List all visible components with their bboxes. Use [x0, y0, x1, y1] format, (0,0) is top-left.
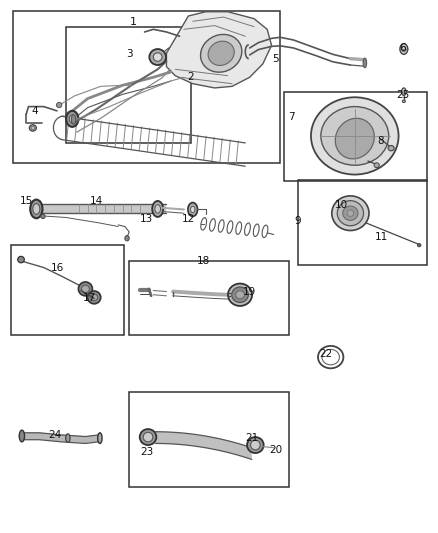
Ellipse shape — [236, 290, 244, 298]
Text: 17: 17 — [83, 294, 96, 303]
Text: 5: 5 — [272, 54, 279, 63]
Ellipse shape — [69, 115, 75, 123]
Text: 25: 25 — [396, 90, 410, 100]
Ellipse shape — [251, 440, 260, 450]
Ellipse shape — [232, 287, 248, 303]
Ellipse shape — [143, 432, 153, 442]
Text: 2: 2 — [187, 72, 194, 82]
Polygon shape — [166, 12, 272, 88]
Ellipse shape — [81, 285, 89, 293]
Ellipse shape — [208, 41, 234, 66]
Ellipse shape — [71, 115, 76, 124]
Ellipse shape — [188, 203, 198, 216]
Ellipse shape — [88, 291, 101, 304]
Ellipse shape — [201, 35, 242, 72]
Ellipse shape — [321, 107, 389, 165]
Text: 21: 21 — [245, 433, 258, 443]
Ellipse shape — [98, 433, 102, 443]
Ellipse shape — [149, 49, 166, 65]
Ellipse shape — [18, 256, 25, 263]
Polygon shape — [155, 432, 252, 459]
Text: 20: 20 — [269, 446, 283, 455]
Ellipse shape — [363, 58, 367, 68]
Text: 15: 15 — [20, 197, 33, 206]
Text: 4: 4 — [32, 106, 39, 116]
Ellipse shape — [19, 430, 25, 442]
Ellipse shape — [91, 294, 98, 301]
Ellipse shape — [332, 196, 369, 230]
Text: 10: 10 — [335, 200, 348, 210]
Ellipse shape — [155, 205, 161, 213]
Ellipse shape — [57, 102, 62, 108]
Bar — [13, 11, 280, 163]
Ellipse shape — [402, 100, 406, 102]
Ellipse shape — [66, 111, 78, 127]
Ellipse shape — [29, 125, 36, 131]
Polygon shape — [39, 204, 166, 213]
Ellipse shape — [191, 206, 195, 213]
Text: 7: 7 — [288, 112, 295, 122]
Ellipse shape — [247, 437, 264, 453]
Ellipse shape — [78, 282, 92, 296]
Ellipse shape — [417, 244, 421, 247]
Text: 3: 3 — [126, 50, 133, 59]
Ellipse shape — [402, 88, 406, 95]
Ellipse shape — [347, 210, 354, 216]
Text: 6: 6 — [399, 43, 406, 53]
Bar — [66, 27, 191, 143]
Ellipse shape — [152, 201, 163, 217]
Bar — [11, 245, 124, 335]
Ellipse shape — [41, 214, 45, 219]
Ellipse shape — [140, 429, 156, 445]
Text: 16: 16 — [50, 263, 64, 272]
Ellipse shape — [374, 163, 379, 168]
Bar — [129, 261, 289, 335]
Bar — [129, 392, 289, 487]
Ellipse shape — [388, 146, 394, 151]
Text: 1: 1 — [130, 18, 137, 27]
Text: 14: 14 — [90, 197, 103, 206]
Text: 24: 24 — [48, 431, 61, 440]
Ellipse shape — [66, 434, 70, 442]
Text: 23: 23 — [140, 447, 153, 457]
Ellipse shape — [311, 98, 399, 175]
Ellipse shape — [337, 200, 364, 226]
Ellipse shape — [343, 206, 358, 221]
Text: 18: 18 — [197, 256, 210, 266]
Text: 11: 11 — [374, 232, 388, 242]
Ellipse shape — [33, 204, 40, 214]
Ellipse shape — [153, 53, 162, 61]
Text: 12: 12 — [182, 214, 195, 223]
Ellipse shape — [228, 284, 252, 306]
Ellipse shape — [125, 236, 129, 241]
Bar — [298, 180, 427, 265]
Ellipse shape — [400, 44, 408, 54]
Ellipse shape — [335, 118, 374, 159]
Ellipse shape — [31, 126, 35, 130]
Text: 22: 22 — [320, 350, 333, 359]
Text: 9: 9 — [294, 216, 301, 226]
Bar — [284, 92, 427, 181]
Text: 19: 19 — [243, 287, 256, 297]
Ellipse shape — [30, 200, 42, 219]
Text: 13: 13 — [140, 214, 153, 223]
Text: 8: 8 — [378, 136, 385, 146]
